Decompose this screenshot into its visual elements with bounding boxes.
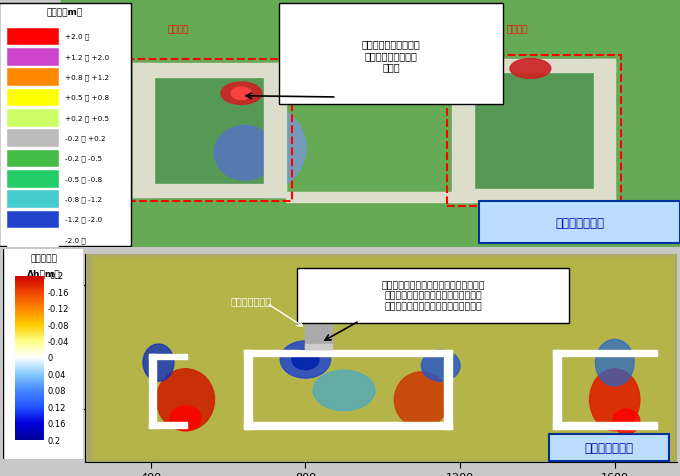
Bar (133, 64, 286, 78)
Bar (133, 64, 154, 198)
Text: 水深変化量: 水深変化量 (30, 254, 57, 263)
Ellipse shape (156, 369, 214, 431)
Bar (149, 354, 156, 428)
Bar (553, 350, 658, 357)
Bar (7, 231, 58, 248)
Text: -0.2 ～ +0.2: -0.2 ～ +0.2 (65, 135, 105, 142)
Text: -0.5 ～ -0.8: -0.5 ～ -0.8 (65, 176, 102, 182)
Bar (444, 350, 452, 429)
Text: 構築した数値計算モデルにおいても、前
提人エリーフの背後の侵食領域が算出
されており、高い再現性が確認できた: 構築した数値計算モデルにおいても、前 提人エリーフの背後の侵食領域が算出 されて… (381, 280, 485, 310)
Ellipse shape (292, 350, 319, 370)
FancyBboxPatch shape (549, 435, 669, 461)
Ellipse shape (280, 341, 330, 378)
Ellipse shape (221, 83, 262, 105)
Text: +0.2 ～ +0.5: +0.2 ～ +0.5 (65, 115, 109, 121)
Ellipse shape (197, 101, 306, 196)
Bar (133, 184, 286, 198)
Bar (7, 89, 58, 106)
FancyBboxPatch shape (0, 4, 131, 246)
Bar (594, 60, 615, 203)
Text: 0.04: 0.04 (48, 370, 66, 379)
Bar (133, 64, 286, 198)
Ellipse shape (313, 370, 375, 411)
Bar (305, 324, 333, 349)
Text: 0.12: 0.12 (48, 403, 66, 412)
Bar (452, 60, 474, 203)
Text: 計算による再現: 計算による再現 (584, 441, 634, 454)
Bar (553, 350, 562, 429)
Text: 変化量（m）: 変化量（m） (46, 9, 83, 18)
Text: 測量による実測: 測量による実測 (556, 216, 605, 229)
Bar (7, 191, 58, 208)
Text: 暫定人エリーフ: 暫定人エリーフ (231, 296, 272, 306)
FancyBboxPatch shape (479, 202, 680, 244)
Text: -0.8 ～ -1.2: -0.8 ～ -1.2 (65, 196, 102, 203)
Ellipse shape (143, 344, 174, 381)
Ellipse shape (510, 60, 551, 79)
Bar (7, 109, 58, 127)
Ellipse shape (613, 409, 640, 434)
Text: +2.0 ～: +2.0 ～ (65, 34, 89, 40)
Text: 0: 0 (48, 354, 53, 363)
Bar (149, 354, 188, 360)
Text: -0.12: -0.12 (48, 305, 69, 313)
Bar (149, 422, 188, 428)
Text: 0.2: 0.2 (48, 436, 61, 445)
Bar (7, 211, 58, 228)
Text: -0.2: -0.2 (48, 272, 64, 280)
FancyBboxPatch shape (279, 4, 503, 105)
Ellipse shape (394, 372, 449, 428)
Bar (286, 193, 452, 203)
Text: -0.16: -0.16 (48, 288, 69, 297)
Bar (264, 64, 286, 198)
Ellipse shape (422, 350, 460, 381)
Text: +0.5 ～ +0.8: +0.5 ～ +0.8 (65, 94, 109, 101)
Text: 工事区域: 工事区域 (167, 25, 189, 34)
Text: -0.2 ～ -0.5: -0.2 ～ -0.5 (65, 155, 102, 162)
Bar (553, 423, 658, 429)
Bar (452, 60, 615, 73)
Bar (452, 189, 615, 203)
Text: 0.16: 0.16 (48, 419, 66, 428)
Text: Δh（m）: Δh（m） (27, 269, 61, 278)
Ellipse shape (214, 126, 275, 181)
Text: -0.08: -0.08 (48, 321, 69, 330)
Text: -1.2 ～ -2.0: -1.2 ～ -2.0 (65, 216, 102, 223)
Bar (243, 423, 452, 429)
Text: +0.8 ～ +1.2: +0.8 ～ +1.2 (65, 74, 109, 81)
Text: -2.0 ～: -2.0 ～ (65, 237, 86, 243)
FancyBboxPatch shape (3, 248, 84, 461)
Bar (7, 170, 58, 188)
Ellipse shape (231, 88, 252, 100)
Bar (7, 49, 58, 66)
Bar (243, 350, 452, 357)
Bar (7, 130, 58, 147)
FancyBboxPatch shape (297, 268, 568, 323)
Text: +1.2 ～ +2.0: +1.2 ～ +2.0 (65, 54, 109, 60)
Ellipse shape (170, 406, 201, 431)
Text: -0.04: -0.04 (48, 337, 69, 346)
Ellipse shape (596, 340, 634, 386)
Bar (7, 69, 58, 86)
Bar (243, 350, 252, 429)
Text: 0.08: 0.08 (48, 387, 66, 396)
Bar (7, 150, 58, 167)
Text: 工事区域: 工事区域 (506, 25, 528, 34)
Ellipse shape (590, 369, 640, 431)
Bar (452, 60, 615, 203)
Ellipse shape (496, 111, 564, 161)
Bar (305, 344, 333, 349)
Text: 暫定人エリーフ背後に
侵食領域が形成され
ている: 暫定人エリーフ背後に 侵食領域が形成され ている (362, 39, 420, 72)
Bar (7, 29, 58, 45)
